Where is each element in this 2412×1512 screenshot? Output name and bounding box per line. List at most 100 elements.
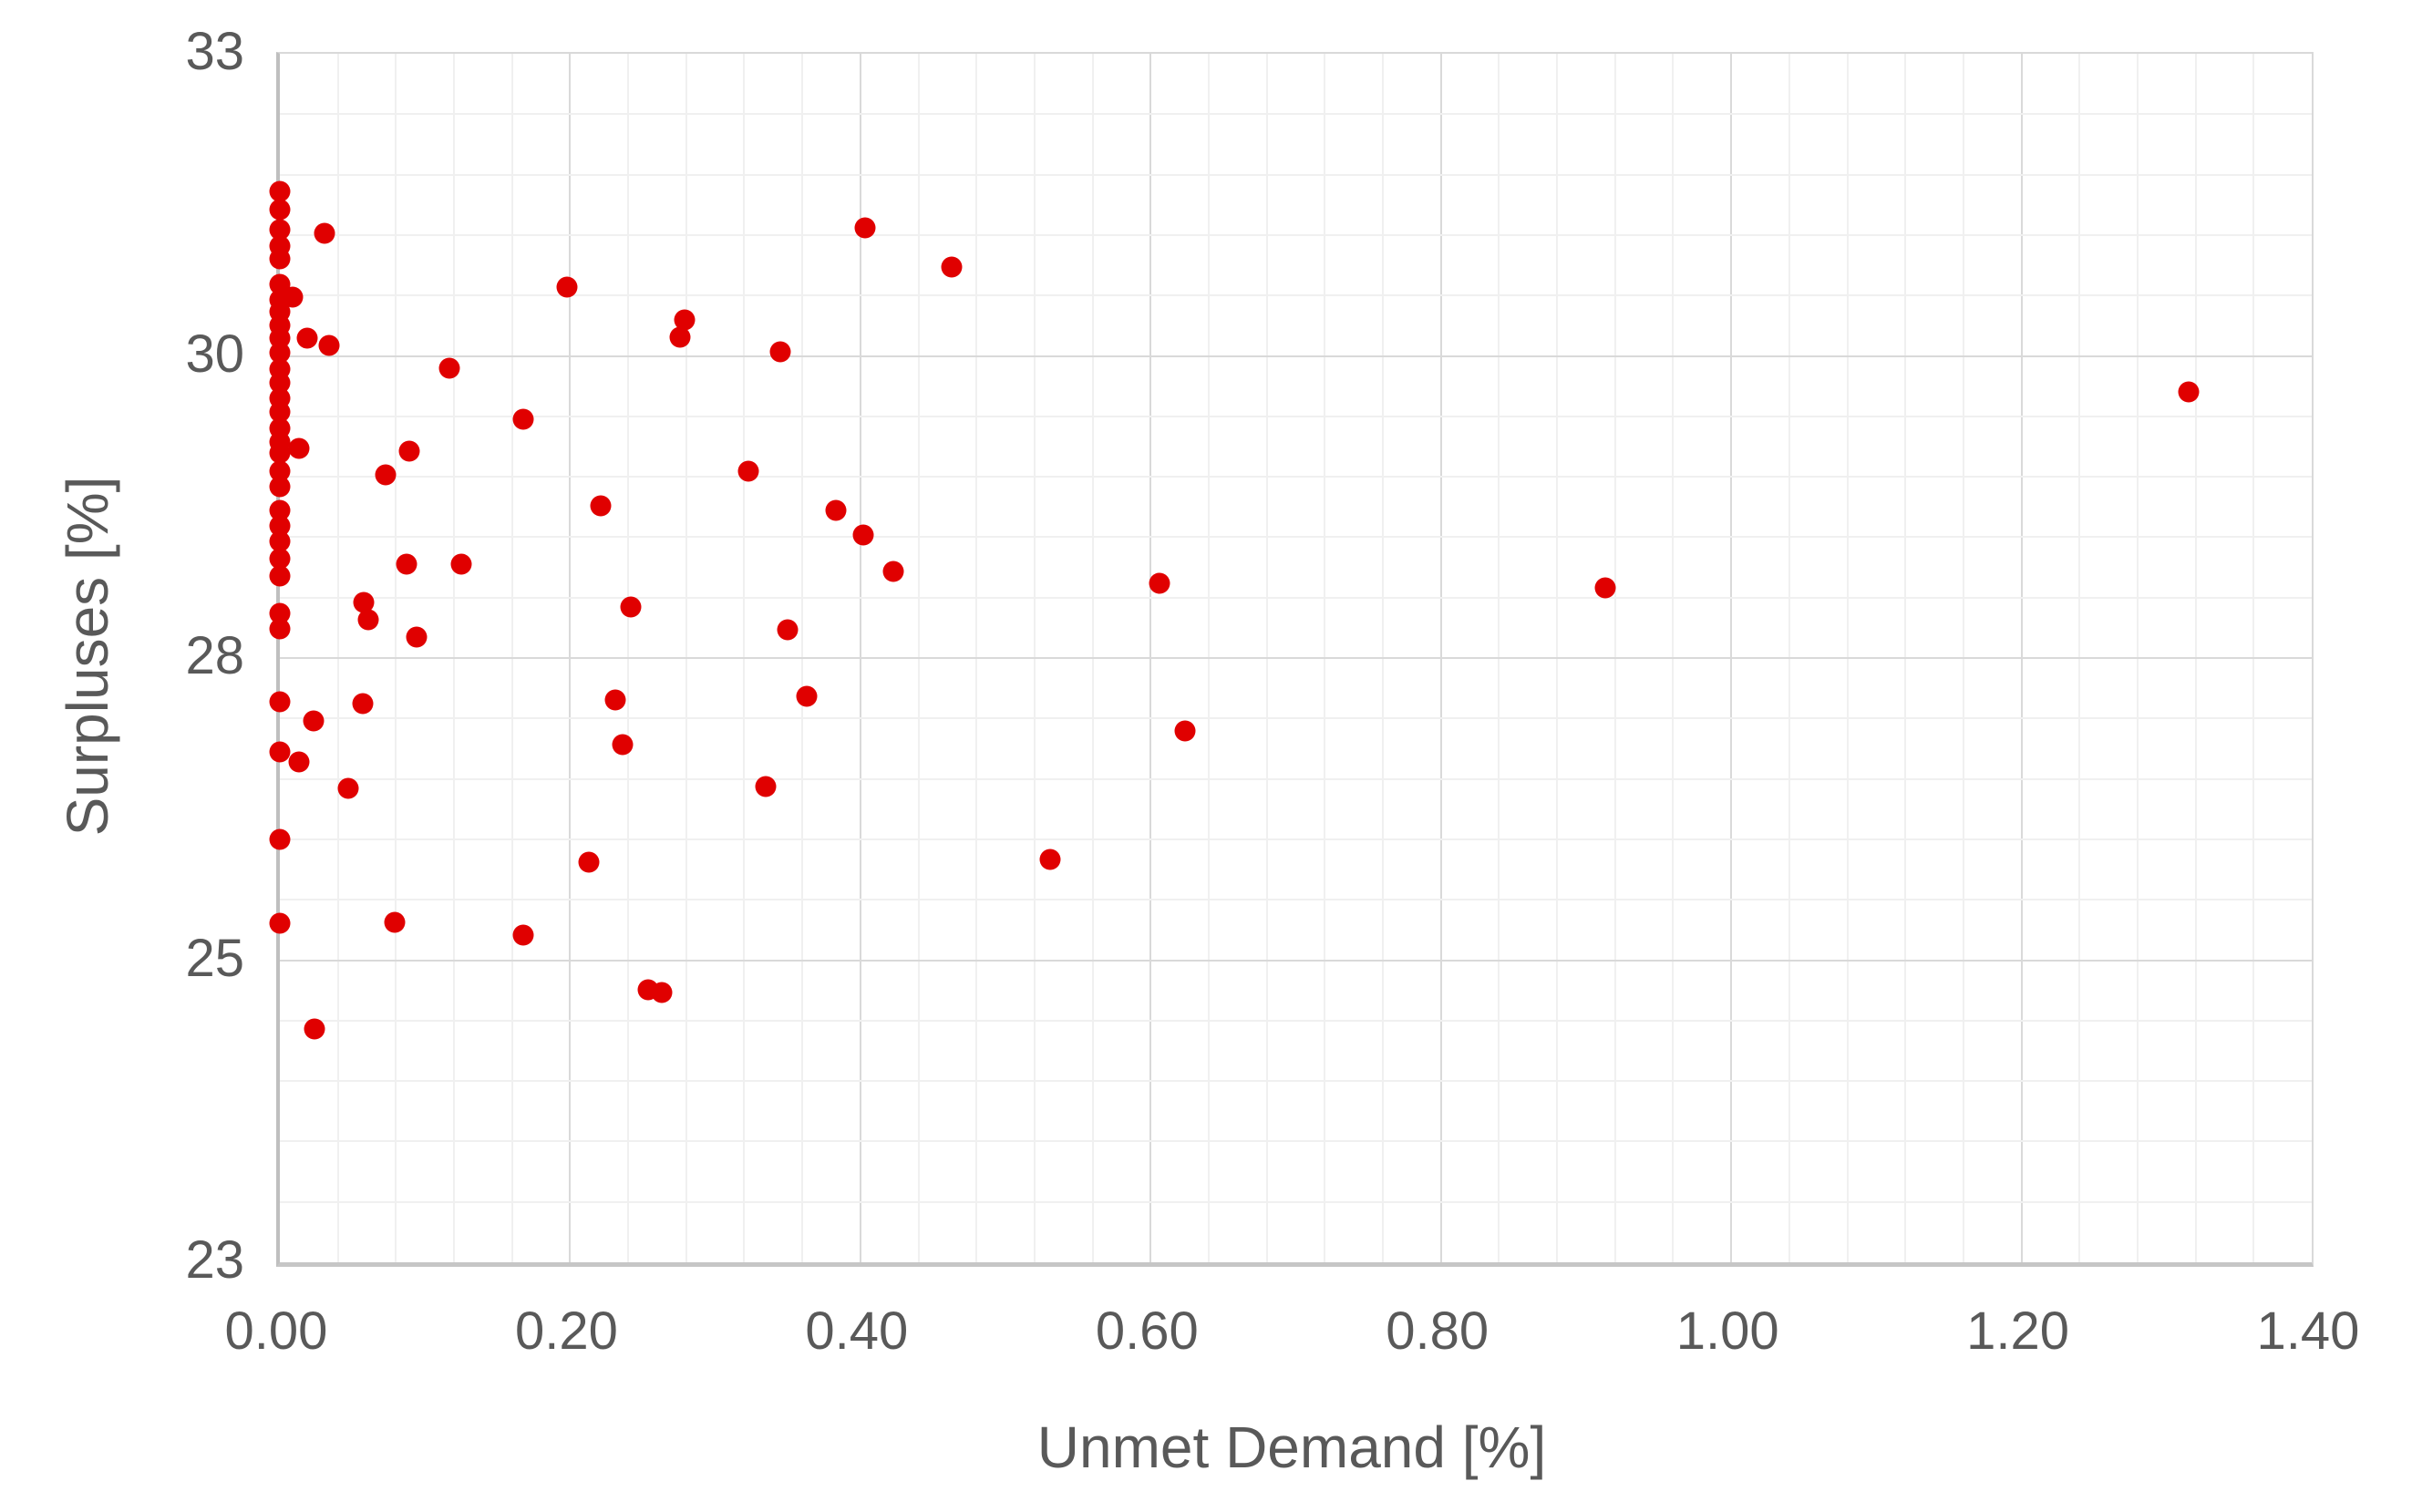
minor-vertical-gridline: [1613, 54, 1616, 1262]
data-point: [854, 217, 876, 239]
plot-area: [269, 52, 2314, 1267]
minor-vertical-gridline: [1556, 54, 1559, 1262]
minor-vertical-gridline: [1033, 54, 1036, 1262]
major-horizontal-gridline: [280, 657, 2312, 659]
minor-vertical-gridline: [1207, 54, 1210, 1262]
data-point: [1594, 577, 1616, 599]
data-point: [651, 982, 673, 1003]
data-point: [269, 618, 291, 640]
y-tick-label: 30: [185, 324, 244, 384]
data-point: [318, 334, 340, 356]
x-tick-label: 1.20: [1966, 1301, 2070, 1361]
data-point: [269, 691, 291, 713]
data-point: [269, 442, 291, 464]
y-tick-label: 28: [185, 626, 244, 685]
data-point: [578, 851, 600, 873]
data-point: [796, 685, 818, 707]
major-vertical-gridline: [1149, 54, 1152, 1262]
minor-vertical-gridline: [2078, 54, 2081, 1262]
major-horizontal-gridline: [280, 959, 2312, 962]
minor-horizontal-gridline: [280, 233, 2312, 236]
data-point: [337, 777, 359, 799]
data-point: [314, 222, 335, 244]
minor-vertical-gridline: [1788, 54, 1790, 1262]
minor-vertical-gridline: [510, 54, 513, 1262]
data-point: [512, 408, 534, 430]
data-point: [512, 924, 534, 946]
data-point: [304, 1018, 325, 1040]
minor-vertical-gridline: [975, 54, 978, 1262]
minor-vertical-gridline: [685, 54, 687, 1262]
data-point: [269, 248, 291, 270]
data-point: [406, 626, 428, 648]
data-point: [450, 553, 472, 575]
minor-horizontal-gridline: [280, 1019, 2312, 1022]
data-point: [303, 710, 325, 732]
minor-horizontal-gridline: [280, 415, 2312, 417]
data-point: [941, 256, 963, 278]
major-vertical-gridline: [2020, 54, 2023, 1262]
y-tick-label: 23: [185, 1230, 244, 1290]
x-tick-label: 1.40: [2256, 1301, 2360, 1361]
minor-vertical-gridline: [1904, 54, 1907, 1262]
data-point: [612, 734, 634, 756]
minor-vertical-gridline: [2136, 54, 2139, 1262]
data-point: [556, 276, 578, 298]
minor-vertical-gridline: [1672, 54, 1675, 1262]
data-point: [269, 219, 291, 241]
minor-vertical-gridline: [1324, 54, 1326, 1262]
minor-vertical-gridline: [1091, 54, 1094, 1262]
x-tick-label: 0.20: [514, 1301, 618, 1361]
data-point: [1039, 849, 1061, 870]
x-axis-title: Unmet Demand [%]: [1036, 1414, 1547, 1480]
data-point: [269, 372, 291, 394]
data-point: [296, 327, 318, 349]
major-vertical-gridline: [1730, 54, 1733, 1262]
data-point: [398, 440, 420, 462]
data-point: [384, 911, 406, 933]
data-point: [375, 464, 397, 486]
minor-vertical-gridline: [395, 54, 397, 1262]
data-point: [777, 619, 799, 641]
data-point: [269, 199, 291, 221]
data-point: [269, 548, 291, 570]
data-point: [674, 309, 696, 331]
data-point: [269, 741, 291, 763]
y-tick-label: 33: [185, 22, 244, 81]
x-tick-label: 0.00: [224, 1301, 328, 1361]
minor-horizontal-gridline: [280, 173, 2312, 176]
major-vertical-gridline: [1439, 54, 1442, 1262]
data-point: [2178, 381, 2200, 403]
minor-vertical-gridline: [1962, 54, 1964, 1262]
data-point: [438, 357, 460, 379]
data-point: [737, 460, 759, 482]
data-point: [269, 342, 291, 364]
x-tick-label: 0.80: [1386, 1301, 1489, 1361]
minor-horizontal-gridline: [280, 1200, 2312, 1203]
data-point: [288, 751, 310, 773]
data-point: [353, 591, 375, 613]
data-point: [269, 401, 291, 423]
data-point: [755, 776, 777, 797]
y-axis-title: Surpluses [%]: [55, 476, 120, 837]
data-point: [669, 326, 691, 348]
minor-vertical-gridline: [1498, 54, 1500, 1262]
data-point: [269, 565, 291, 587]
data-point: [269, 530, 291, 552]
minor-horizontal-gridline: [280, 294, 2312, 297]
x-tick-label: 0.60: [1095, 1301, 1199, 1361]
minor-horizontal-gridline: [280, 838, 2312, 840]
data-point: [352, 693, 374, 715]
data-point: [590, 495, 612, 517]
data-point: [1174, 720, 1196, 741]
minor-horizontal-gridline: [280, 1140, 2312, 1143]
minor-vertical-gridline: [1265, 54, 1268, 1262]
minor-horizontal-gridline: [280, 536, 2312, 539]
minor-horizontal-gridline: [280, 777, 2312, 780]
minor-vertical-gridline: [1846, 54, 1849, 1262]
minor-vertical-gridline: [743, 54, 746, 1262]
minor-vertical-gridline: [1382, 54, 1385, 1262]
x-tick-label: 1.00: [1675, 1301, 1779, 1361]
data-point: [882, 561, 904, 582]
